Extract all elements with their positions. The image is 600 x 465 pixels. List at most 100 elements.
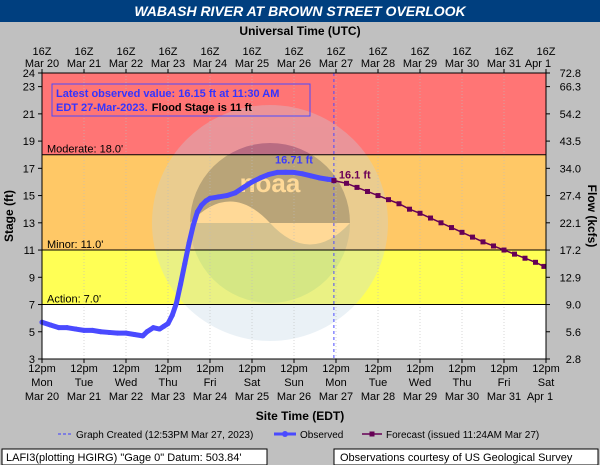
left-tick-label: 5 (29, 327, 35, 339)
left-tick-label: 11 (24, 245, 35, 257)
bottom-tick-time: 12pm (280, 363, 308, 375)
top-tick-date: Mar 29 (403, 58, 437, 70)
observed-point (291, 169, 297, 175)
forecast-point (354, 184, 360, 190)
observed-point (257, 175, 263, 181)
forecast-point (541, 263, 547, 269)
top-tick-time: 16Z (201, 46, 220, 58)
legend: Graph Created (12:53PM Mar 27, 2023) Obs… (58, 430, 539, 441)
title-bar (0, 0, 600, 22)
observed-point (56, 325, 62, 331)
right-tick-label: 34.0 (560, 163, 581, 175)
threshold-label-moderate: Moderate: 18.0' (47, 144, 123, 156)
forecast-point (375, 193, 381, 199)
observed-point (199, 202, 205, 208)
forecast-point (480, 239, 486, 245)
gridlines: Moderate: 18.0' Minor: 11.0' Action: 7.0' (42, 73, 546, 359)
left-tick-label: 19 (23, 136, 35, 148)
observed-point (169, 312, 175, 318)
bottom-tick-time: 12pm (238, 363, 266, 375)
bottom-tick-date: Mar 26 (277, 391, 311, 403)
right-tick-label: 27.4 (560, 191, 581, 203)
top-tick-time: 16Z (33, 46, 52, 58)
observed-point (308, 173, 314, 179)
forecast-point (365, 188, 370, 194)
bottom-tick-day: Sun (284, 377, 304, 389)
bottom-tick-time: 12pm (364, 363, 392, 375)
right-tick-label: 22.1 (560, 218, 581, 230)
observed-point (140, 333, 146, 339)
observed-point (73, 326, 79, 332)
noaa-logo-watermark: noaa (152, 105, 388, 341)
left-tick-label: 7 (29, 300, 35, 312)
top-tick-date: Mar 20 (25, 58, 59, 70)
left-tick-label: 15 (23, 191, 35, 203)
top-tick-time: 16Z (453, 46, 472, 58)
observed-point (299, 171, 305, 177)
forecast-point (438, 220, 444, 226)
forecast-point (512, 251, 517, 257)
forecast-point (470, 234, 475, 240)
bottom-tick-date: Mar 21 (67, 391, 101, 403)
observed-point (194, 209, 200, 215)
info-line-2-date: EDT 27-Mar-2023. (56, 102, 148, 114)
bottom-tick-time: 12pm (406, 363, 434, 375)
forecast-point (428, 215, 433, 221)
left-tick-label: 13 (23, 218, 35, 230)
bottom-tick-day: Fri (498, 377, 511, 389)
info-box-frame (51, 83, 311, 117)
bottom-tick-day: Sat (538, 377, 555, 389)
noaa-logo-lower-half (190, 223, 350, 303)
bottom-tick-time: 12pm (112, 363, 140, 375)
observed-point (89, 327, 95, 333)
observed-point (203, 198, 209, 204)
top-tick-time: 16Z (327, 46, 346, 58)
right-tick-label: 43.5 (560, 136, 581, 148)
right-axis-title: Flow (kcfs) (585, 185, 599, 248)
observed-point (123, 330, 129, 336)
bottom-tick-time: 12pm (154, 363, 182, 375)
right-tick-label: 9.0 (566, 300, 581, 312)
legend-created-label: Graph Created (12:53PM Mar 27, 2023) (76, 430, 253, 441)
bottom-tick-day: Mon (325, 377, 346, 389)
top-tick-date: Mar 21 (67, 58, 101, 70)
observed-point (98, 329, 104, 335)
forecast-point (491, 243, 496, 249)
observed-point (266, 171, 272, 177)
top-tick-time: 16Z (495, 46, 514, 58)
observed-point (241, 184, 247, 190)
latest-observed-box: Latest observed value: 16.15 ft at 11:30… (51, 83, 311, 117)
info-line-2-flood: Flood Stage is 11 ft (152, 102, 253, 114)
left-axis-ticks: 3 5 7 9 11 13 15 17 19 21 23 24 (23, 68, 42, 366)
bottom-tick-time: 12pm (70, 363, 98, 375)
left-tick-label: 3 (29, 354, 35, 366)
bottom-tick-day: Wed (115, 377, 137, 389)
top-tick-time: 16Z (369, 46, 388, 58)
observed-point (150, 325, 156, 331)
observed-point (157, 326, 163, 332)
top-tick-time: 16Z (537, 46, 556, 58)
right-tick-label: 2.8 (566, 354, 581, 366)
observed-point (47, 322, 53, 328)
bottom-tick-date: Mar 22 (109, 391, 143, 403)
forecast-point (407, 206, 412, 212)
noaa-logo-bird-wave (190, 201, 350, 245)
top-tick-date: Mar 27 (319, 58, 353, 70)
forecast-point (459, 229, 465, 235)
noaa-logo-upper-half (190, 143, 350, 223)
top-tick-time: 16Z (411, 46, 430, 58)
forecast-point (417, 210, 423, 216)
bottom-tick-day: Thu (159, 377, 178, 389)
info-line-1: Latest observed value: 16.15 ft at 11:30… (56, 88, 279, 100)
top-tick-time: 16Z (285, 46, 304, 58)
forecast-point (501, 247, 507, 253)
legend-forecast-label: Forecast (issued 11:24AM Mar 27) (386, 430, 539, 441)
forecast-point (522, 255, 528, 261)
top-tick-date: Mar 26 (277, 58, 311, 70)
right-tick-label: 72.8 (560, 68, 581, 80)
observed-point (144, 329, 150, 335)
observed-point (274, 169, 280, 175)
noaa-logo-ring (152, 105, 388, 341)
